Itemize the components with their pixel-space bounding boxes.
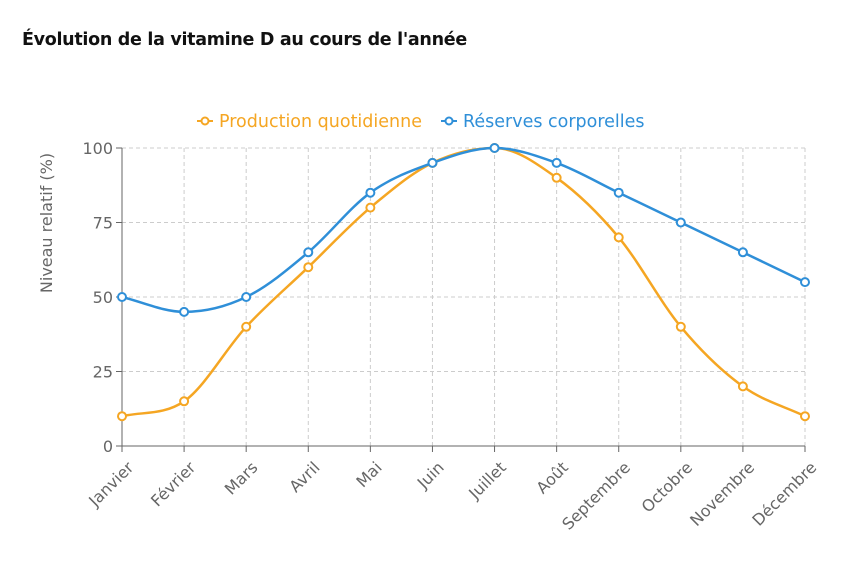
legend-swatch-marker bbox=[444, 116, 454, 126]
legend-label[interactable]: Production quotidienne bbox=[219, 112, 422, 132]
y-axis-label: Niveau relatif (%) bbox=[37, 153, 56, 293]
data-point bbox=[365, 202, 376, 213]
x-tick-label: Octobre bbox=[638, 458, 696, 516]
data-point bbox=[179, 396, 190, 407]
data-point bbox=[303, 247, 314, 258]
data-point bbox=[551, 172, 562, 183]
y-tick-label: 0 bbox=[103, 437, 113, 456]
x-tick-label: Décembre bbox=[748, 458, 820, 530]
x-tick-label: Juillet bbox=[464, 458, 509, 503]
data-point bbox=[241, 321, 252, 332]
page-title: Évolution de la vitamine D au cours de l… bbox=[22, 30, 467, 50]
x-tick-label: Mars bbox=[221, 458, 262, 499]
data-point bbox=[737, 247, 748, 258]
x-tick-label: Avril bbox=[285, 458, 323, 496]
data-point bbox=[303, 262, 314, 273]
y-tick-label: 100 bbox=[82, 139, 113, 158]
series-line-2 bbox=[121, 146, 806, 314]
y-tick-label: 25 bbox=[93, 363, 113, 382]
data-point bbox=[427, 157, 438, 168]
x-tick-label: Juin bbox=[413, 458, 448, 493]
data-point bbox=[241, 292, 252, 302]
data-point bbox=[365, 187, 376, 198]
y-tick-label: 75 bbox=[93, 214, 113, 233]
series-line-1 bbox=[121, 146, 806, 418]
data-point bbox=[737, 381, 748, 392]
data-point bbox=[613, 232, 624, 243]
data-point bbox=[675, 321, 686, 332]
y-tick-label: 50 bbox=[93, 288, 113, 307]
x-tick-label: Mai bbox=[352, 458, 385, 491]
data-point bbox=[489, 143, 500, 153]
x-tick-label: Août bbox=[532, 458, 572, 498]
data-point bbox=[117, 292, 127, 302]
legend-label[interactable]: Réserves corporelles bbox=[463, 112, 645, 132]
x-tick-label: Janvier bbox=[84, 458, 137, 511]
x-tick-label: Février bbox=[147, 458, 200, 511]
legend-swatch-marker bbox=[200, 116, 210, 126]
data-point bbox=[800, 411, 810, 422]
x-tick-label: Novembre bbox=[686, 458, 758, 530]
data-point bbox=[675, 217, 686, 228]
data-point bbox=[117, 411, 127, 422]
data-point bbox=[800, 277, 810, 288]
data-point bbox=[179, 306, 190, 317]
data-point bbox=[613, 187, 624, 198]
data-point bbox=[551, 157, 562, 168]
